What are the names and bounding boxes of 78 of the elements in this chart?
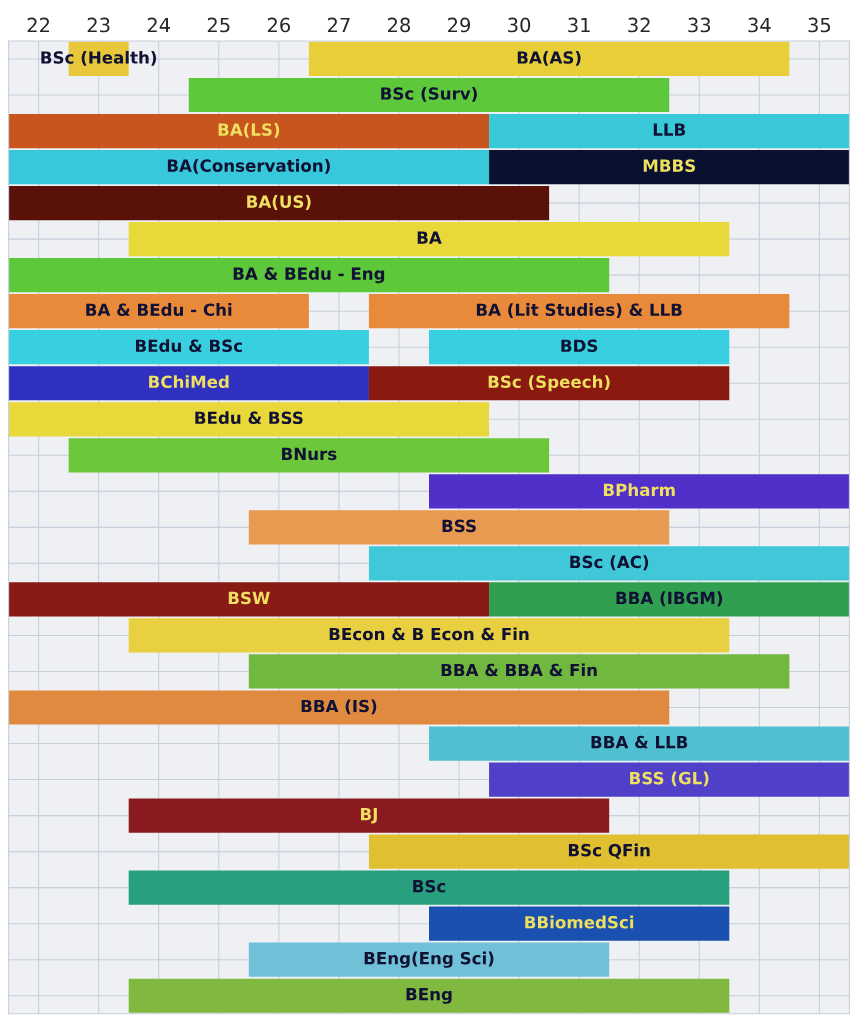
data-label: BBA & LLB (591, 735, 688, 749)
x-tick-label: 29 (448, 17, 471, 33)
x-tick-label: 30 (508, 17, 531, 33)
data-label: BEdu & BSc (135, 339, 242, 353)
data-label: BA(Conservation) (167, 159, 330, 174)
bar (8, 366, 369, 401)
bar (489, 149, 850, 185)
bar (429, 906, 730, 941)
bar (8, 258, 610, 293)
data-label: BNurs (282, 447, 337, 461)
data-label: BBiomedSci (525, 915, 634, 929)
bar (248, 942, 610, 977)
bar (128, 618, 730, 653)
data-label: BSS (GL) (630, 771, 709, 787)
data-label: BPharm (603, 483, 675, 497)
bar (368, 834, 850, 869)
data-label: BChiMed (149, 375, 229, 389)
x-tick-label: 23 (87, 17, 110, 33)
bar (128, 978, 730, 1013)
x-tick-label: 31 (568, 17, 590, 33)
bar (368, 546, 850, 581)
data-label: BJ (361, 808, 377, 824)
bar (429, 474, 850, 509)
x-tick-label: 33 (688, 17, 711, 33)
data-label: BEng(Eng Sci) (364, 951, 494, 968)
x-tick-label: 22 (27, 17, 50, 33)
data-label: BSc (Speech) (488, 375, 610, 392)
bar (489, 582, 850, 617)
bar (429, 726, 850, 761)
data-label: BSc (AC) (570, 555, 649, 571)
bar (368, 294, 790, 329)
data-label: BA & BEdu - Eng (233, 267, 385, 284)
data-label: BDS (561, 339, 598, 353)
bar (8, 690, 670, 725)
bar (489, 762, 850, 797)
data-label: BA(US) (247, 195, 311, 210)
bar (8, 185, 550, 221)
x-tick-label: 34 (748, 17, 771, 33)
data-label: BSS (442, 519, 476, 533)
x-tick-label: 35 (808, 17, 831, 33)
x-tick-label: 27 (327, 17, 350, 33)
data-label: BA (Lit Studies) & LLB (476, 303, 682, 318)
x-tick-label: 32 (628, 17, 650, 33)
bar (188, 77, 670, 113)
data-label: BBA (IBGM) (616, 591, 723, 607)
bar (429, 330, 730, 365)
data-label: BA(AS) (517, 50, 581, 66)
bar (248, 654, 790, 689)
bar (128, 222, 730, 257)
bar (68, 438, 550, 473)
data-label: LLB (653, 123, 686, 136)
bar (128, 798, 610, 833)
x-tick-label: 26 (267, 17, 290, 33)
data-label: BSc (Surv) (381, 86, 477, 102)
bar (8, 402, 490, 437)
bar (8, 149, 490, 185)
bar (308, 41, 790, 77)
x-tick-label: 28 (388, 17, 411, 33)
bar (8, 113, 490, 149)
bar (489, 113, 850, 149)
x-tick-label: 25 (207, 17, 230, 33)
data-label: BSc (413, 879, 446, 893)
data-label: MBBS (643, 159, 696, 172)
data-label: BEdu & BSS (195, 411, 303, 425)
x-tick-label: 24 (147, 17, 171, 33)
data-label: BSW (228, 591, 270, 605)
bar (128, 870, 730, 905)
bar (8, 582, 490, 617)
data-label: BBA (IS) (301, 699, 377, 715)
bar (368, 366, 730, 401)
data-label: BBA & BBA & Fin (441, 663, 597, 677)
data-label: BA(LS) (218, 122, 280, 138)
data-label: BA (417, 231, 442, 244)
data-label: BA & BEdu - Chi (86, 303, 232, 317)
data-label: BSc QFin (568, 843, 650, 859)
data-label: BEcon & B Econ & Fin (329, 627, 529, 641)
bar (248, 510, 670, 545)
data-label: BEng (406, 988, 452, 1004)
